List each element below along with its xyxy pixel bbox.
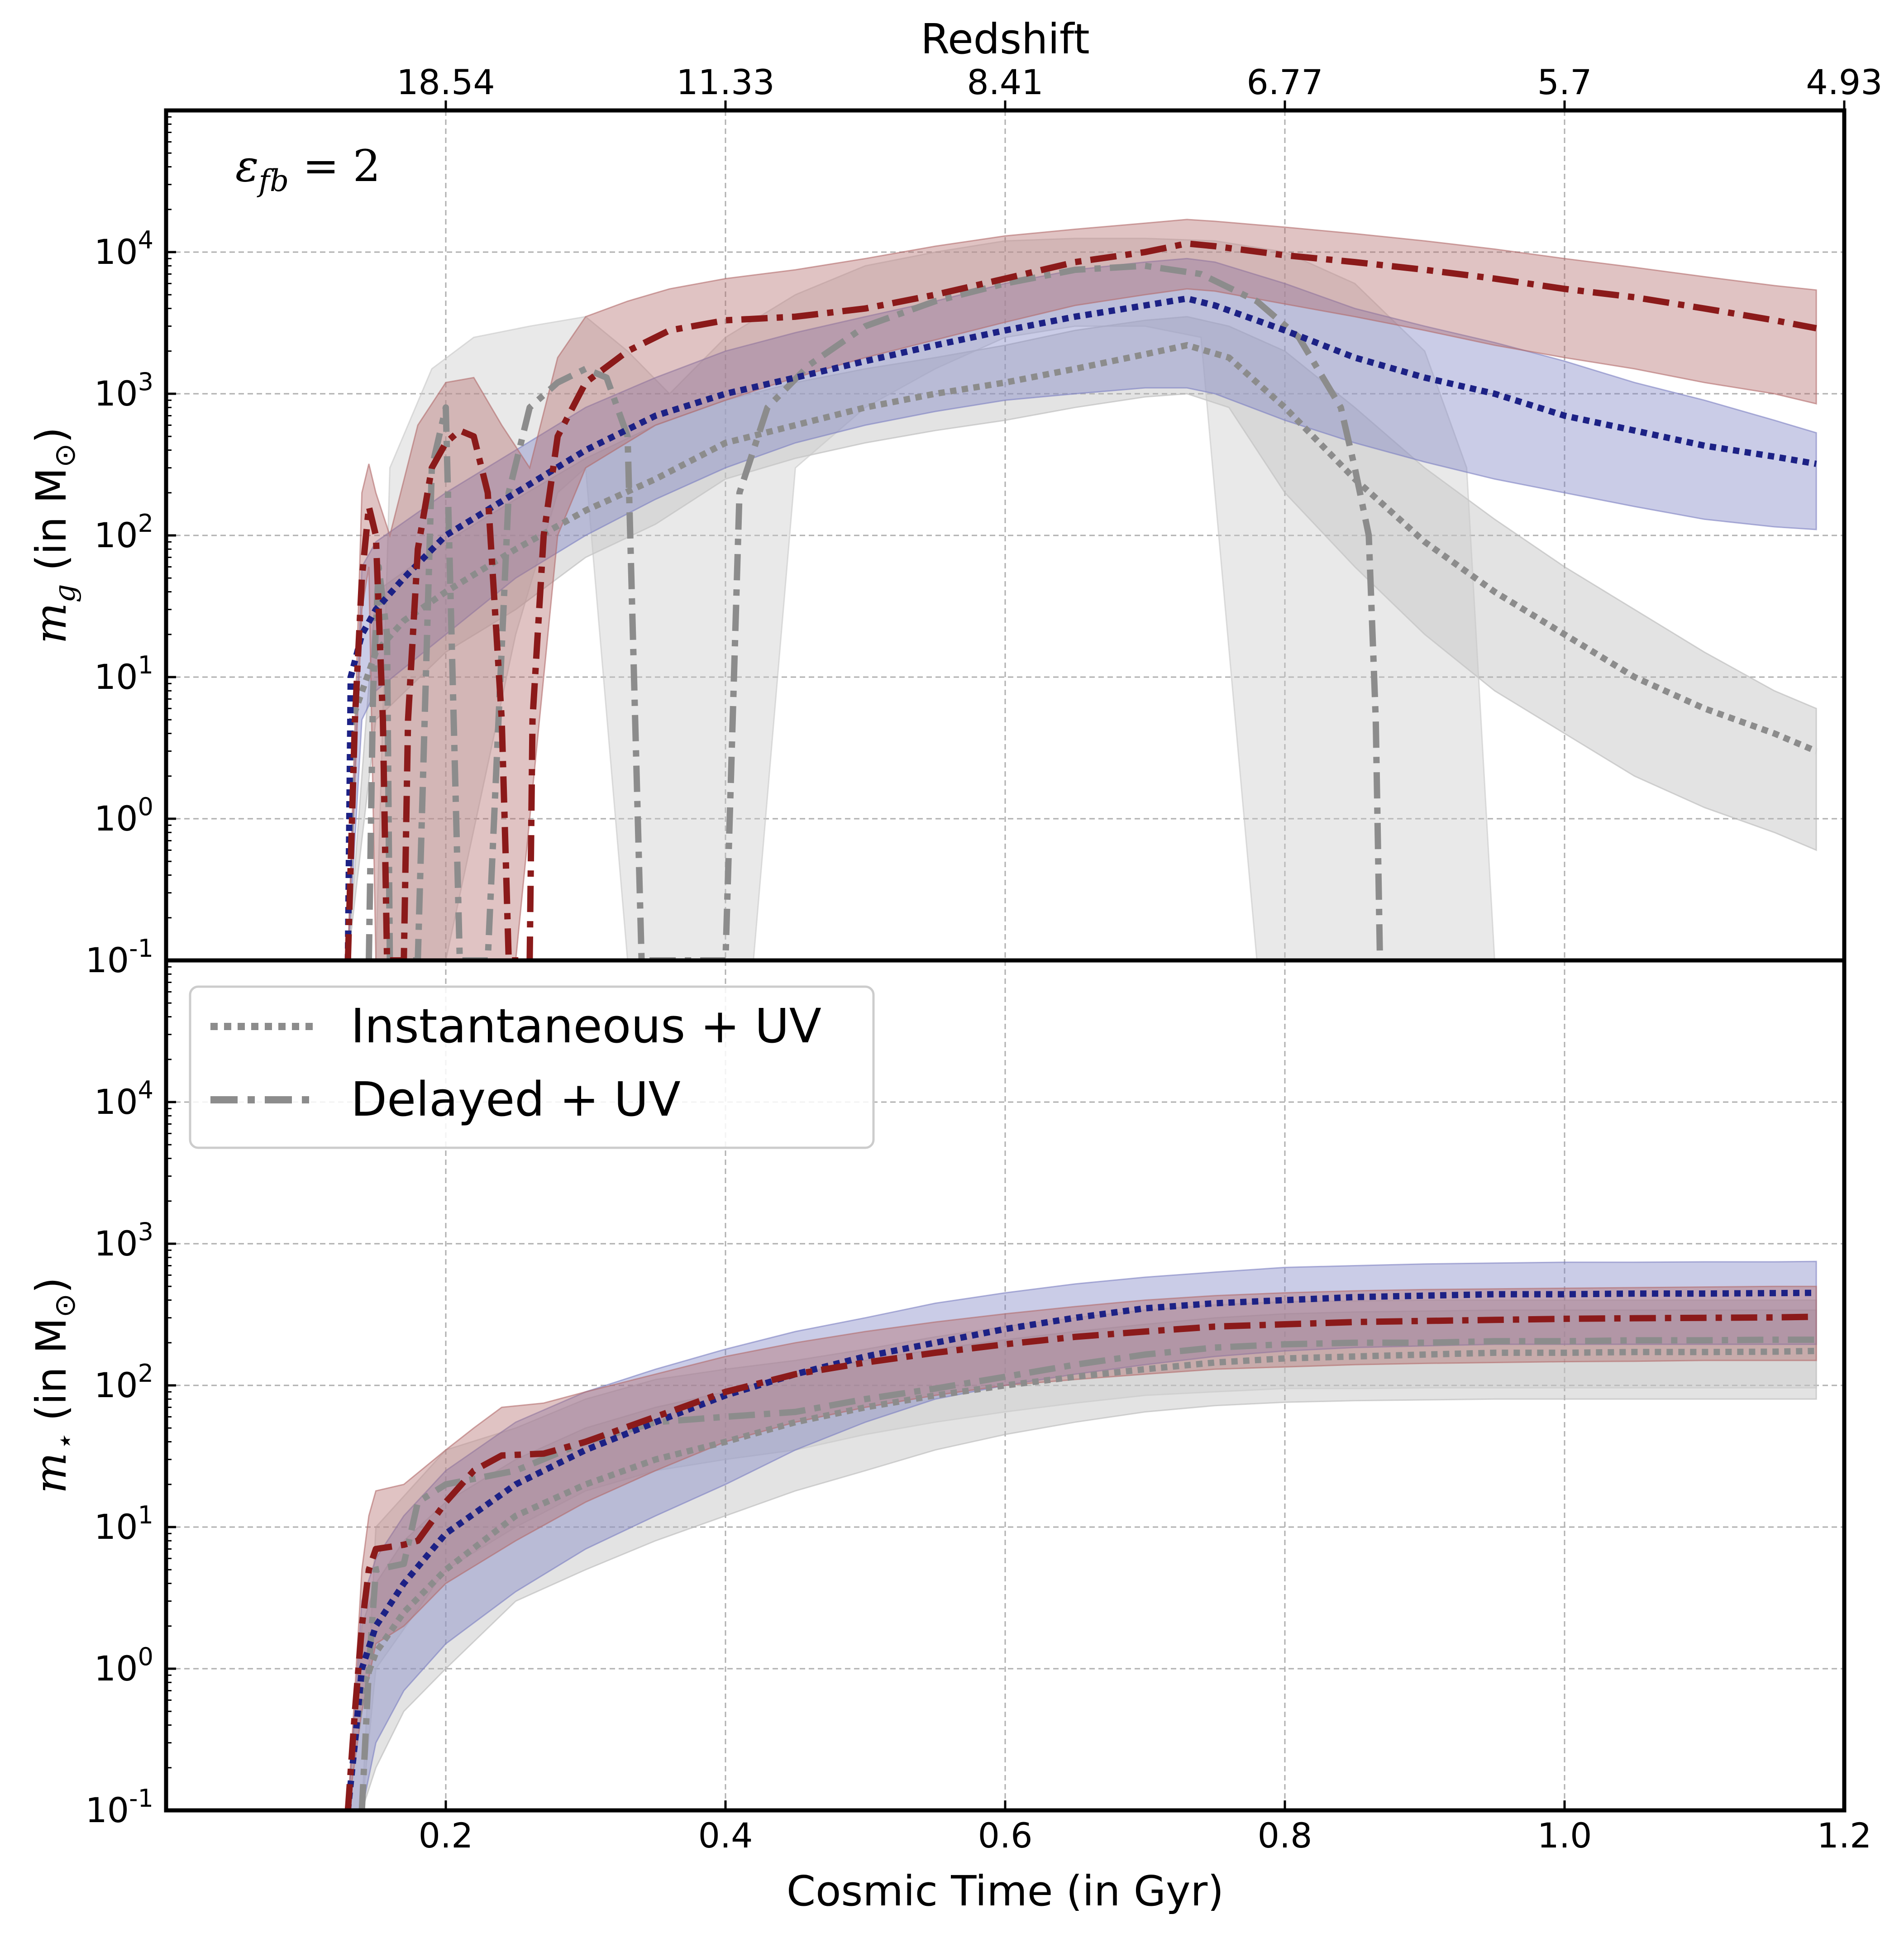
x-tick-label: 0.8 (1258, 1815, 1312, 1856)
annotation-rest: = 2 (289, 141, 381, 191)
y-tick-base: 10 (94, 1365, 138, 1405)
top-y-axis-title: mg (in M⊙) (25, 427, 82, 644)
top-ylabel-unit: (in M (27, 468, 76, 584)
annotation-symbol: ε (235, 141, 259, 191)
bottom-ylabel-symbol: m (25, 1452, 76, 1494)
y-tick-base: 10 (85, 1790, 129, 1830)
y-tick-label: 10-1 (85, 934, 153, 980)
redshift-tick-label: 18.54 (396, 62, 495, 102)
redshift-tick-label: 11.33 (676, 62, 775, 102)
legend-label-instantaneous: Instantaneous + UV (351, 998, 821, 1054)
y-tick-base: 10 (94, 798, 138, 839)
y-tick-base: 10 (85, 940, 129, 980)
y-tick-base: 10 (94, 373, 138, 414)
y-tick-label: 100 (94, 792, 153, 839)
top-ylabel-unit-sub: ⊙ (48, 443, 82, 468)
series-line-2 (344, 1289, 1817, 1810)
top-ylabel-subscript: g (48, 584, 82, 603)
redshift-axis-title: Redshift (921, 15, 1089, 63)
bottom-ylabel-close: ) (27, 1277, 76, 1294)
y-tick-exponent: 4 (138, 226, 153, 254)
y-tick-exponent: 3 (138, 368, 153, 396)
y-tick-label: 100 (94, 1642, 153, 1689)
y-tick-base: 10 (94, 657, 138, 697)
legend-box (189, 985, 875, 1149)
redshift-tick-label: 4.93 (1806, 62, 1882, 102)
redshift-tick-label: 8.41 (967, 62, 1043, 102)
y-tick-exponent: 0 (138, 792, 153, 821)
top-ylabel-close: ) (27, 427, 76, 443)
y-tick-label: 101 (94, 1501, 153, 1547)
series-line-3 (344, 1313, 1817, 1810)
cosmic-time-ticks: 0.2 0.4 0.6 0.8 1.0 1.2 (419, 1800, 1872, 1856)
series-line-1 (358, 1337, 1817, 1810)
y-tick-label: 101 (94, 651, 153, 697)
legend: Instantaneous + UV Delayed + UV (189, 985, 875, 1149)
series-line-0 (344, 342, 1818, 960)
y-tick-exponent: 1 (138, 651, 153, 679)
bottom-ylabel-unit: (in M (27, 1317, 76, 1434)
x-tick-label: 1.0 (1537, 1815, 1592, 1856)
series-line-3 (344, 240, 1817, 960)
feedback-annotation: εfb = 2 (235, 141, 381, 198)
top-ylabel-symbol: m (25, 603, 76, 644)
bottom-ylabel-unit-sub: ⊙ (48, 1294, 82, 1318)
x-tick-label: 0.2 (419, 1815, 473, 1856)
y-tick-label: 104 (94, 1076, 153, 1122)
y-tick-exponent: 4 (138, 1076, 153, 1104)
y-tick-exponent: 3 (138, 1217, 153, 1246)
y-tick-base: 10 (94, 1223, 138, 1264)
x-tick-label: 0.6 (978, 1815, 1033, 1856)
y-tick-exponent: 0 (138, 1642, 153, 1671)
bottom-ylabel-subscript: ⋆ (48, 1434, 82, 1452)
y-tick-label: 10-1 (85, 1784, 153, 1830)
cosmic-time-axis-title: Cosmic Time (in Gyr) (787, 1867, 1224, 1915)
top-series-group (344, 219, 1818, 960)
uncertainty-band-3 (347, 219, 1817, 960)
redshift-tick-label: 6.77 (1246, 62, 1323, 102)
y-tick-label: 102 (94, 1359, 153, 1405)
bottom-y-axis-title: m⋆ (in M⊙) (25, 1277, 82, 1494)
redshift-tick-label: 5.7 (1537, 62, 1592, 102)
y-tick-label: 102 (94, 509, 153, 555)
redshift-ticks: 18.54 11.33 8.41 6.77 5.7 4.93 (396, 62, 1883, 110)
uncertainty-band-2 (347, 258, 1817, 960)
x-tick-label: 0.4 (698, 1815, 753, 1856)
annotation-subscript: fb (257, 163, 289, 198)
y-tick-base: 10 (94, 1507, 138, 1547)
y-tick-exponent: 2 (138, 509, 153, 538)
y-tick-label: 103 (94, 1217, 153, 1264)
uncertainty-band-0 (347, 316, 1817, 960)
y-tick-exponent: -1 (129, 1784, 153, 1813)
y-tick-base: 10 (94, 1648, 138, 1689)
y-tick-label: 104 (94, 226, 153, 272)
y-tick-base: 10 (94, 232, 138, 272)
bottom-series-group (344, 1260, 1817, 1810)
y-tick-exponent: -1 (129, 934, 153, 963)
legend-label-delayed: Delayed + UV (351, 1072, 681, 1127)
series-line-0 (344, 1347, 1817, 1810)
y-tick-exponent: 1 (138, 1501, 153, 1529)
y-tick-exponent: 2 (138, 1359, 153, 1388)
y-tick-base: 10 (94, 515, 138, 555)
x-tick-label: 1.2 (1817, 1815, 1872, 1856)
y-tick-base: 10 (94, 1082, 138, 1122)
y-tick-label: 103 (94, 368, 153, 414)
